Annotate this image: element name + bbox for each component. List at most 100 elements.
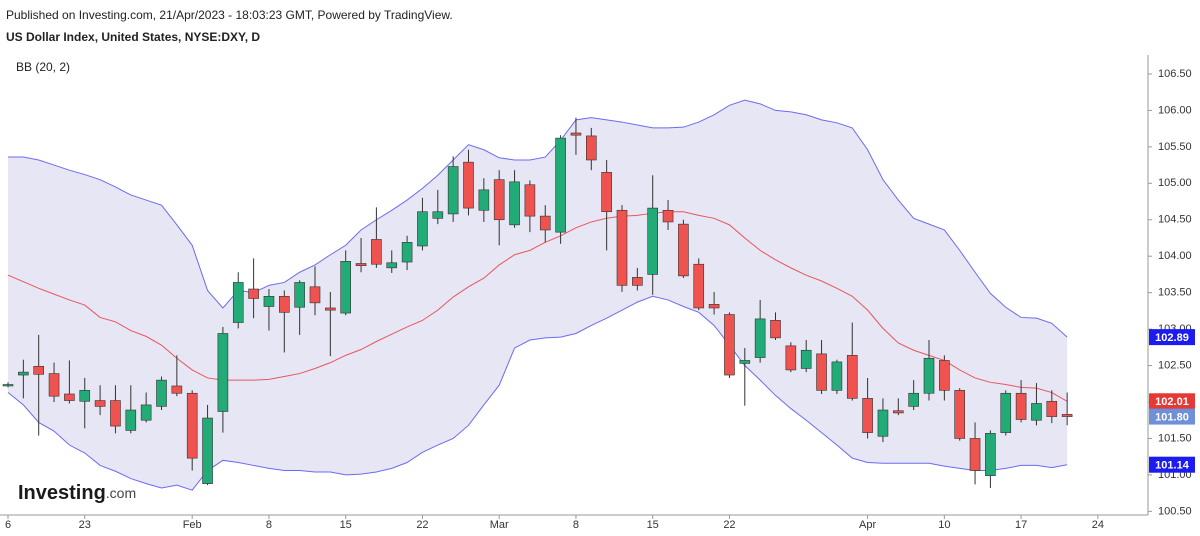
y-tick-label: 104.50 — [1158, 214, 1192, 226]
band-line — [8, 99, 1068, 338]
candle-body — [923, 357, 935, 394]
candle-body — [217, 333, 229, 412]
y-tick-label: 104.00 — [1158, 250, 1192, 262]
candle-body — [202, 417, 213, 484]
candle-body — [754, 318, 766, 358]
y-tick-label: 106.50 — [1158, 68, 1192, 80]
price-label: 102.01 — [1155, 396, 1189, 408]
candle-body — [785, 345, 797, 371]
watermark-main: Investing — [18, 482, 106, 504]
candle-body — [447, 166, 459, 215]
candle-body — [969, 438, 981, 471]
x-tick-label: 23 — [79, 519, 91, 531]
y-tick-label: 106.00 — [1158, 104, 1192, 116]
candle-body — [463, 161, 474, 209]
price-label-bg — [1149, 393, 1195, 410]
candle-body — [678, 223, 689, 277]
candle-body — [417, 211, 428, 247]
price-label: 102.89 — [1155, 332, 1189, 344]
candle-body — [156, 379, 167, 407]
x-tick-label: 10 — [938, 519, 950, 531]
candle-body — [2, 384, 14, 387]
band-line — [7, 211, 1068, 402]
candle-body — [831, 361, 843, 391]
candle-body — [125, 409, 137, 431]
price-label-bg — [1149, 329, 1195, 346]
band-fill — [8, 100, 1068, 491]
x-tick-label: Mar — [490, 519, 509, 531]
x-tick-label: 8 — [573, 519, 579, 531]
candle-body — [724, 314, 735, 376]
chart-title: US Dollar Index, United States, NYSE:DXY… — [6, 30, 260, 44]
candle-body — [171, 385, 183, 394]
candle-body — [340, 261, 352, 314]
candle-body — [294, 282, 305, 308]
published-note: Published on Investing.com, 21/Apr/2023 … — [6, 8, 453, 22]
x-tick-label: Feb — [183, 519, 202, 531]
x-tick-label: 6 — [5, 519, 11, 531]
candle-body — [524, 184, 536, 217]
candle-body — [601, 172, 612, 213]
x-tick-label: 22 — [416, 519, 428, 531]
candle-body — [555, 137, 566, 233]
plot-area — [2, 99, 1073, 491]
candle-body — [539, 215, 551, 231]
y-tick-label: 105.50 — [1158, 141, 1192, 153]
candle-body — [140, 404, 152, 421]
candle-body — [1046, 400, 1058, 417]
candle-body — [401, 242, 413, 263]
x-tick-label: 17 — [1015, 519, 1027, 531]
candle-body — [79, 390, 91, 402]
candle-body — [1031, 403, 1042, 421]
candle-body — [877, 409, 889, 437]
x-tick-label: 8 — [266, 519, 272, 531]
indicator-label: BB (20, 2) — [16, 60, 70, 74]
candle-body — [355, 263, 367, 266]
candle-body — [248, 288, 259, 299]
candle-body — [693, 263, 705, 309]
candle-body — [371, 239, 382, 265]
x-tick-label: 22 — [723, 519, 735, 531]
candle-body — [309, 286, 321, 304]
watermark: Investing.com — [18, 482, 136, 504]
candle-body — [478, 189, 490, 211]
candle-body — [110, 400, 121, 427]
candle-body — [585, 135, 597, 161]
x-tick-label: 15 — [647, 519, 659, 531]
band-line — [7, 295, 1068, 491]
y-tick-label: 102.50 — [1158, 359, 1192, 371]
candle-body — [647, 207, 659, 275]
candle-body — [939, 360, 950, 391]
y-tick-label: 101.50 — [1158, 432, 1192, 444]
candle-body — [509, 181, 520, 226]
candle-body — [892, 410, 904, 414]
x-tick-label: 15 — [340, 519, 352, 531]
candle-body — [432, 211, 444, 219]
candle-body — [570, 132, 582, 136]
x-tick-label: Apr — [859, 519, 876, 531]
candle-body — [770, 320, 781, 339]
price-label: 101.80 — [1155, 411, 1189, 423]
price-label: 101.14 — [1155, 460, 1190, 472]
candle-body — [846, 355, 858, 399]
candle-body — [64, 393, 75, 401]
y-tick-label: 103.50 — [1158, 287, 1192, 299]
candle-body — [708, 304, 720, 309]
y-tick-label: 100.50 — [1158, 505, 1192, 517]
candle-body — [94, 400, 106, 407]
candle-body — [232, 282, 244, 323]
candle-body — [908, 392, 919, 407]
candle-body — [662, 209, 674, 223]
candle-body — [48, 373, 60, 397]
price-label-bg — [1149, 408, 1195, 425]
price-label-bg — [1149, 456, 1195, 473]
candle-body — [325, 307, 336, 311]
candle-body — [632, 277, 643, 286]
candle-body — [816, 353, 827, 391]
candle-body — [493, 179, 505, 221]
candle-body — [862, 398, 873, 433]
candle-body — [1000, 392, 1012, 433]
candle-body — [33, 365, 45, 375]
